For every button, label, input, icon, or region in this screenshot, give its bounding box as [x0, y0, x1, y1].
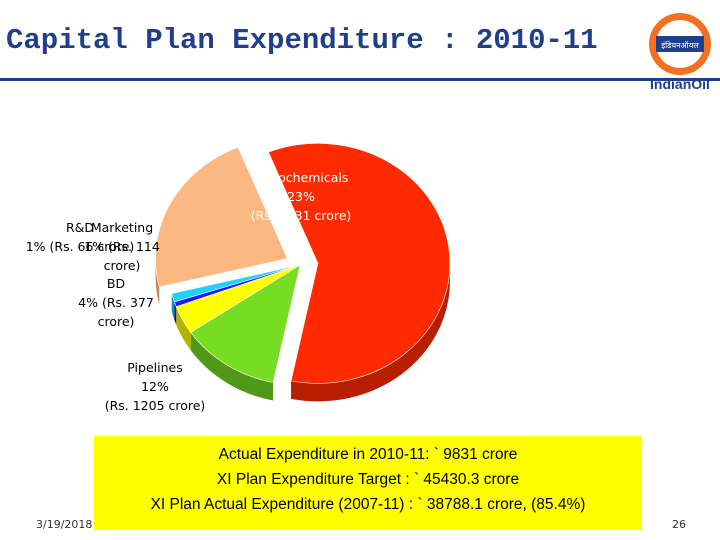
pie-side-bd — [176, 306, 191, 351]
summary-line-3: XI Plan Actual Expenditure (2007-11) : `… — [150, 496, 586, 513]
page-title: Capital Plan Expenditure : 2010-11 — [6, 24, 598, 57]
slice-label-pipelines: Pipelines 12% (Rs. 1205 crore) — [105, 360, 206, 413]
pie-side-pipelines — [190, 332, 274, 401]
summary-line-1: Actual Expenditure in 2010-11: ` 9831 cr… — [218, 446, 518, 463]
logo-script-text: इंडियनऑयल — [661, 40, 699, 50]
pie-slice-marketing — [171, 264, 301, 303]
slice-label-petrochemicals: Petrochemicals 23% (Rs. 2231 crore) — [251, 170, 352, 223]
page-number: 26 — [672, 518, 686, 531]
pie-slice-refineries — [268, 143, 451, 384]
footer-date: 3/19/2018 — [36, 518, 93, 531]
summary-line-2: XI Plan Expenditure Target : ` 45430.3 c… — [216, 471, 520, 488]
pie-sides — [155, 258, 450, 402]
pie-labels: Refineries 59% (Rs. 5836 crore) Pipelines 12… — [26, 170, 604, 413]
pie-slice-pipelines — [190, 264, 301, 383]
slice-label-rnd: R&D 1% (Rs. 66 crore) — [26, 220, 135, 254]
logo-name: IndianOil — [650, 76, 710, 92]
pie-side-refineries — [291, 263, 450, 402]
slice-label-bd: BD 4% (Rs. 377 crore) — [78, 276, 154, 329]
summary-box: Actual Expenditure in 2010-11: ` 9831 cr… — [94, 436, 642, 530]
pie-slices — [155, 143, 451, 384]
slice-label-marketing: Marketing 1% (Rs. 114 crore) — [84, 220, 160, 273]
indianoil-logo-icon: इंडियनऑयल — [649, 13, 711, 75]
pie-slice-petrochemicals — [155, 146, 288, 288]
pie-side-rnd — [174, 301, 177, 325]
title-underline — [0, 78, 720, 81]
slice-label-refineries: Refineries 59% (Rs. 5836 crore) — [503, 248, 604, 301]
pie-side-petrochemicals — [155, 258, 160, 306]
